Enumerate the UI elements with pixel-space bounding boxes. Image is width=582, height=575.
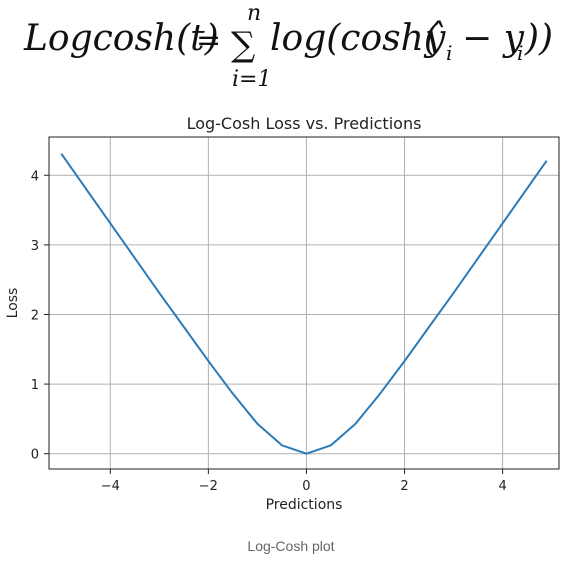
axis-ticks: −4 −2 0 2 4 0 1 2 3 4: [31, 169, 507, 494]
x-axis-label: Predictions: [266, 497, 343, 513]
formula-sum-lower: i=1: [232, 67, 271, 92]
y-tick-label: 4: [31, 169, 39, 184]
formula-rhs-end: )): [524, 18, 553, 59]
plot-frame: [48, 136, 560, 470]
y-tick-label: 0: [31, 448, 39, 463]
formula-sub-i-2: i: [517, 41, 523, 65]
series-layer: [60, 153, 548, 455]
formula-sum-upper: n: [247, 1, 261, 26]
formula-lhs: Logcosh(t): [23, 18, 219, 59]
chart-title: Log-Cosh Loss vs. Predictions: [187, 114, 422, 133]
y-tick-label: 1: [31, 378, 39, 393]
formula-sigma: ∑: [231, 25, 255, 65]
figure-caption: Log-Cosh plot: [247, 538, 335, 554]
formula-rhs-start: log(cosh(: [270, 18, 439, 59]
grid: [49, 137, 559, 469]
x-tick-label: 2: [400, 479, 408, 494]
formula-yhat: ŷ: [423, 18, 446, 59]
x-tick-label: −4: [101, 479, 120, 494]
y-axis-label: Loss: [5, 288, 21, 319]
logcosh-chart: Log-Cosh Loss vs. Predictions −4 −2 0 2 4 0 1 2…: [5, 114, 560, 513]
formula-minus-y: − y: [462, 18, 525, 59]
formula-equals: =: [196, 23, 221, 58]
y-tick-label: 3: [31, 239, 39, 254]
loss-formula: Logcosh(t) = n ∑ i=1 log(cosh( ŷ i − y i…: [23, 1, 553, 92]
series-line: [60, 153, 548, 455]
x-tick-label: −2: [199, 479, 218, 494]
x-tick-label: 4: [498, 479, 506, 494]
x-tick-label: 0: [302, 479, 310, 494]
formula-sub-i: i: [446, 41, 452, 65]
y-tick-label: 2: [31, 308, 39, 323]
